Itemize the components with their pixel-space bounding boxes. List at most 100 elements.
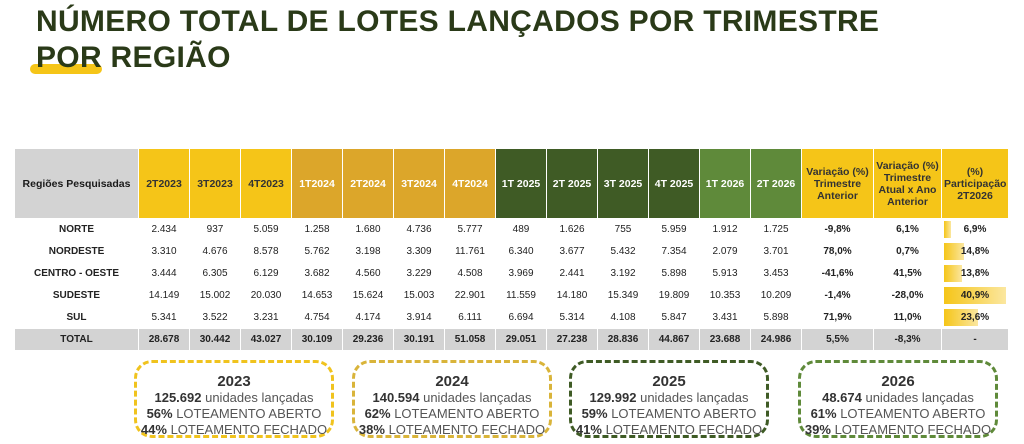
share-cell: 6,9% xyxy=(941,218,1009,241)
header-period: 4T2024 xyxy=(444,148,496,219)
period-value: 6.305 xyxy=(189,262,241,285)
period-value: 29.051 xyxy=(495,328,547,351)
period-value: 15.349 xyxy=(597,284,649,307)
period-value: 10.209 xyxy=(750,284,802,307)
period-value: 11.761 xyxy=(444,240,496,263)
period-value: 5.762 xyxy=(291,240,343,263)
period-value: 30.442 xyxy=(189,328,241,351)
header-period: 1T2024 xyxy=(291,148,343,219)
summary-card-2023: 2023 125.692 unidades lançadas 56% LOTEA… xyxy=(134,360,334,438)
period-value: 5.959 xyxy=(648,218,700,241)
period-value: 3.231 xyxy=(240,306,292,329)
table-row: NORDESTE 3.310 4.676 8.578 5.762 3.198 3.309 11… xyxy=(14,240,1009,263)
period-value: 3.310 xyxy=(138,240,190,263)
period-value: 2.079 xyxy=(699,240,751,263)
period-value: 10.353 xyxy=(699,284,751,307)
period-value: 5.847 xyxy=(648,306,700,329)
card-units-text: unidades lançadas xyxy=(861,390,974,405)
header-var-year: Variação (%) Trimestre Atual x Ano Anter… xyxy=(873,148,942,219)
header-period: 3T 2025 xyxy=(597,148,649,219)
period-value: 15.002 xyxy=(189,284,241,307)
header-period: 2T2023 xyxy=(138,148,190,219)
period-value: 5.432 xyxy=(597,240,649,263)
card-open-pct: 62% xyxy=(364,406,391,421)
card-units-number: 48.674 xyxy=(822,390,862,405)
period-value: 19.809 xyxy=(648,284,700,307)
period-value: 8.578 xyxy=(240,240,292,263)
card-units-text: unidades lançadas xyxy=(201,390,314,405)
card-open-text: LOTEAMENTO ABERTO xyxy=(836,406,986,421)
header-period: 2T 2026 xyxy=(750,148,802,219)
share-value: 6,9% xyxy=(963,224,987,235)
card-year: 2026 xyxy=(881,373,915,390)
period-value: 5.898 xyxy=(648,262,700,285)
header-period: 4T2023 xyxy=(240,148,292,219)
period-value: 2.434 xyxy=(138,218,190,241)
header-period: 2T2024 xyxy=(342,148,394,219)
share-cell: 14,8% xyxy=(941,240,1009,263)
period-value: 14.149 xyxy=(138,284,190,307)
period-value: 3.914 xyxy=(393,306,445,329)
period-value: 3.522 xyxy=(189,306,241,329)
share-bar xyxy=(944,221,952,238)
period-value: 3.431 xyxy=(699,306,751,329)
period-value: 15.624 xyxy=(342,284,394,307)
var-prev-value: 5,5% xyxy=(801,328,874,351)
region-name: NORDESTE xyxy=(14,240,139,263)
var-year-value: 0,7% xyxy=(873,240,942,263)
period-value: 3.198 xyxy=(342,240,394,263)
card-closed-pct: 44% xyxy=(140,422,167,437)
table-total-row: TOTAL 28.678 30.442 43.027 30.109 29.236 30.19… xyxy=(14,328,1009,351)
period-value: 3.969 xyxy=(495,262,547,285)
share-cell: 23,6% xyxy=(941,306,1009,329)
period-value: 3.677 xyxy=(546,240,598,263)
period-value: 4.174 xyxy=(342,306,394,329)
launches-table: Regiões Pesquisadas 2T2023 3T2023 4T2023… xyxy=(14,148,1009,351)
period-value: 489 xyxy=(495,218,547,241)
var-prev-value: -1,4% xyxy=(801,284,874,307)
period-value: 14.180 xyxy=(546,284,598,307)
period-value: 4.754 xyxy=(291,306,343,329)
period-value: 4.736 xyxy=(393,218,445,241)
var-prev-value: 78,0% xyxy=(801,240,874,263)
period-value: 4.108 xyxy=(597,306,649,329)
share-value: 13,8% xyxy=(960,268,990,279)
title-por: POR xyxy=(36,41,102,74)
card-year: 2023 xyxy=(217,373,251,390)
region-name: SUL xyxy=(14,306,139,329)
table-header-row: Regiões Pesquisadas 2T2023 3T2023 4T2023… xyxy=(14,148,1009,219)
card-open-text: LOTEAMENTO ABERTO xyxy=(390,406,540,421)
var-prev-value: -41,6% xyxy=(801,262,874,285)
header-period: 1T 2025 xyxy=(495,148,547,219)
share-bar xyxy=(944,243,964,260)
period-value: 755 xyxy=(597,218,649,241)
period-value: 7.354 xyxy=(648,240,700,263)
period-value: 27.238 xyxy=(546,328,598,351)
title-line-2: POR REGIÃO xyxy=(36,40,879,76)
period-value: 5.314 xyxy=(546,306,598,329)
period-value: 6.129 xyxy=(240,262,292,285)
period-value: 3.309 xyxy=(393,240,445,263)
period-value: 24.986 xyxy=(750,328,802,351)
period-value: 1.626 xyxy=(546,218,598,241)
period-value: 4.508 xyxy=(444,262,496,285)
period-value: 1.680 xyxy=(342,218,394,241)
period-value: 1.912 xyxy=(699,218,751,241)
period-value: 23.688 xyxy=(699,328,751,351)
var-year-value: 6,1% xyxy=(873,218,942,241)
period-value: 14.653 xyxy=(291,284,343,307)
share-bar xyxy=(944,265,963,282)
card-open-text: LOTEAMENTO ABERTO xyxy=(607,406,757,421)
header-period: 4T 2025 xyxy=(648,148,700,219)
page-title: NÚMERO TOTAL DE LOTES LANÇADOS POR TRIME… xyxy=(36,4,879,76)
card-units-number: 129.992 xyxy=(589,390,637,405)
period-value: 2.441 xyxy=(546,262,598,285)
share-value: 40,9% xyxy=(960,290,990,301)
card-year: 2024 xyxy=(435,373,469,390)
table-row: SUL 5.341 3.522 3.231 4.754 4.174 3.914 6.111 6.… xyxy=(14,306,1009,329)
share-value: 23,6% xyxy=(960,312,990,323)
header-var-prev: Variação (%) Trimestre Anterior xyxy=(801,148,874,219)
period-value: 3.453 xyxy=(750,262,802,285)
period-value: 44.867 xyxy=(648,328,700,351)
period-value: 5.341 xyxy=(138,306,190,329)
